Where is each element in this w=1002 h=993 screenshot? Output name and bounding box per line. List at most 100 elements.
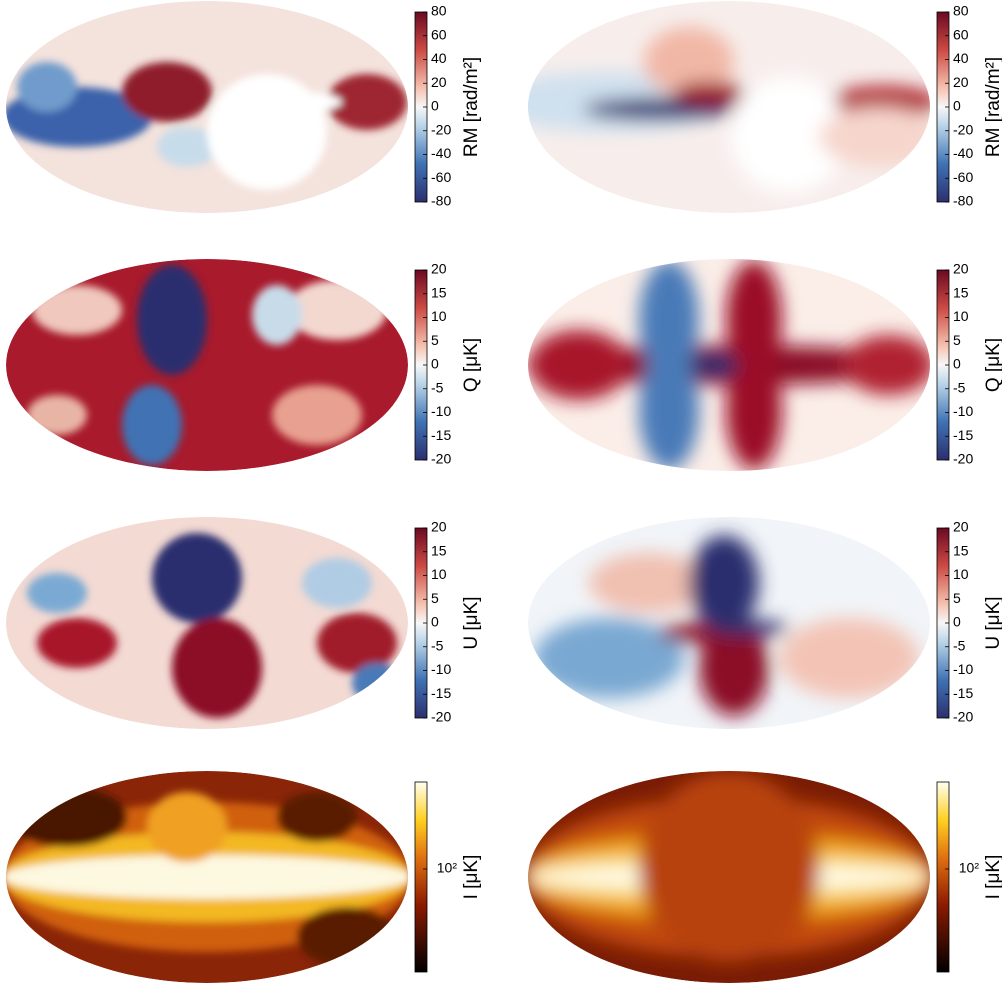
colorbar-tick-label: 20 (953, 74, 969, 90)
colorbar-tick-label: 15 (431, 542, 447, 558)
colorbar-tick-label: 20 (953, 519, 969, 535)
sky-blob (32, 285, 122, 335)
sky-blob (17, 62, 77, 112)
colorbar-tick-label: -40 (953, 145, 973, 161)
sky-blob (297, 907, 397, 967)
colorbar-tick-label: -20 (953, 451, 973, 467)
sky-blob (252, 92, 342, 112)
colorbar-tick-label: -15 (431, 427, 451, 443)
sky-blob (529, 330, 629, 400)
sky-map-structure (524, 772, 934, 962)
colorbar-tick-label: 5 (953, 332, 961, 348)
colorbar-tick-label: -5 (953, 637, 966, 653)
colorbar-tick-label: 5 (431, 332, 439, 348)
colorbar-label: Q [μK] (461, 338, 482, 392)
sky-blob (207, 74, 327, 190)
colorbar-tick-label: -15 (431, 685, 451, 701)
colorbar-tick-label: 0 (953, 614, 961, 630)
colorbar-tick-label: 0 (431, 356, 439, 372)
colorbar-label: I [μK] (461, 855, 482, 900)
colorbar-label: RM [rad/m²] (461, 57, 482, 157)
colorbar-tick-label: -20 (431, 451, 451, 467)
sky-blob (302, 558, 372, 608)
panel: -20-15-10-505101520Q [μK] (6, 259, 482, 471)
sky-map (6, 517, 408, 729)
colorbar-tick-label: -5 (431, 637, 444, 653)
sky-blob (689, 535, 759, 631)
sky-map (524, 259, 934, 471)
sky-blob (2, 855, 412, 899)
colorbar-tick-label: 40 (953, 50, 969, 66)
colorbar-tick-label: -80 (953, 193, 973, 209)
sky-blob (317, 613, 397, 673)
colorbar-tick-label: 10² (959, 860, 980, 876)
sky-blob (689, 353, 739, 377)
colorbar-tick-label: -5 (431, 379, 444, 395)
panel: -20 -15 -10 -5 0 5 10 15 20 U [μK] (6, 517, 482, 729)
sky-blob (709, 620, 789, 636)
colorbar (415, 782, 427, 972)
colorbar-tick-label: 0 (953, 98, 961, 114)
colorbar-tick-label: -60 (953, 169, 973, 185)
colorbar-tick-label: 5 (953, 590, 961, 606)
colorbar-tick-label: -20 (431, 121, 451, 137)
colorbar-label: U [μK] (461, 596, 482, 649)
colorbar-tick-label: 15 (431, 284, 447, 300)
panel: -80 -60 -40 -20 0 20 40 60 80 RM [rad/m²] (2, 1, 482, 213)
sky-blob (122, 62, 212, 122)
sky-blob (152, 533, 242, 623)
colorbar (937, 782, 949, 972)
sky-blob (147, 792, 227, 862)
sky-blob (674, 82, 744, 106)
sky-blob (172, 618, 262, 718)
colorbar-tick-label: -15 (953, 685, 973, 701)
colorbar-tick-label: 0 (431, 614, 439, 630)
sky-map (6, 259, 408, 471)
colorbar-tick-label: 15 (953, 542, 969, 558)
colorbar-label: Q [μK] (983, 338, 1002, 392)
sky-blob (272, 385, 362, 445)
sky-blob (287, 280, 387, 340)
sky-blob (252, 285, 302, 345)
colorbar-label: U [μK] (983, 596, 1002, 649)
colorbar-tick-label: 10 (431, 566, 447, 582)
sky-blob (7, 787, 127, 847)
figure: -80 -60 -40 -20 0 20 40 60 80 RM [rad/m²] -80 -60 -4… (0, 0, 1002, 988)
colorbar-tick-label: -60 (431, 169, 451, 185)
colorbar-tick-label: 20 (953, 261, 969, 277)
sky-blob (779, 618, 919, 698)
colorbar-tick-label: -80 (431, 193, 451, 209)
colorbar-tick-label: 5 (431, 590, 439, 606)
colorbar-tick-label: -20 (431, 709, 451, 725)
colorbar-tick-label: 10² (437, 860, 458, 876)
colorbar-tick-label: -10 (431, 403, 451, 419)
colorbar-tick-label: 10 (953, 566, 969, 582)
colorbar-tick-label: 0 (953, 356, 961, 372)
colorbar-tick-label: 20 (431, 74, 447, 90)
sky-blob (639, 772, 819, 962)
colorbar-tick-label: 0 (431, 98, 439, 114)
colorbar-label: RM [rad/m²] (983, 57, 1002, 157)
sky-blob (137, 265, 207, 375)
colorbar-tick-label: -10 (431, 661, 451, 677)
colorbar-tick-label: -5 (953, 379, 966, 395)
colorbar-tick-label: 15 (953, 284, 969, 300)
colorbar-tick-label: 10 (431, 308, 447, 324)
colorbar-tick-label: -40 (431, 145, 451, 161)
colorbar-tick-label: 10 (953, 308, 969, 324)
colorbar-tick-label: 40 (431, 50, 447, 66)
sky-map (2, 1, 408, 213)
colorbar-tick-label: -20 (953, 121, 973, 137)
sky-blob (352, 663, 402, 703)
colorbar-tick-label: 60 (953, 26, 969, 42)
sky-map (524, 771, 934, 983)
sky-map (528, 517, 930, 729)
colorbar-tick-label: 20 (431, 519, 447, 535)
colorbar-tick-label: 80 (431, 3, 447, 19)
sky-blob (27, 573, 87, 613)
colorbar-tick-label: -10 (953, 661, 973, 677)
colorbar-tick-label: 60 (431, 26, 447, 42)
colorbar-tick-label: -20 (953, 709, 973, 725)
